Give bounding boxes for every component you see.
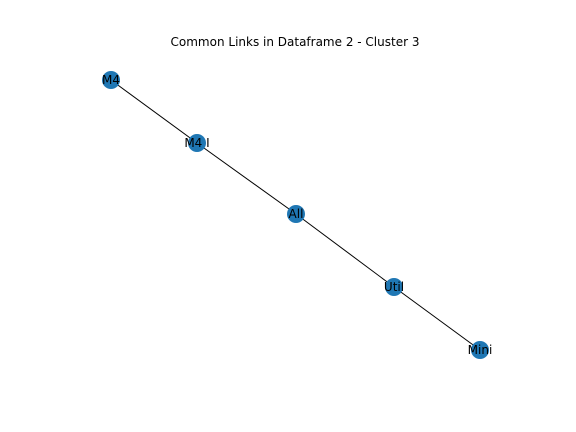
labels-layer: M4 M4 I All Util Mini (102, 73, 492, 357)
node-label-m4: M4 (102, 73, 120, 87)
graph-title: Common Links in Dataframe 2 - Cluster 3 (171, 35, 420, 49)
node-label-m4-i: M4 I (184, 136, 209, 150)
node-label-mini: Mini (468, 343, 493, 357)
node-m4 (102, 71, 120, 89)
node-label-util: Util (384, 280, 404, 294)
nodes-layer (102, 71, 489, 359)
node-all (287, 205, 305, 223)
edge-util-to-mini (393, 286, 481, 351)
node-label-all: All (289, 207, 304, 221)
edges-layer (110, 79, 481, 351)
edge-all-to-util (295, 213, 395, 288)
edge-m4-i-to-all (196, 142, 297, 215)
node-util (385, 278, 403, 296)
node-mini (471, 341, 489, 359)
edge-m4-to-m4-i (110, 79, 198, 144)
node-m4-i (188, 134, 206, 152)
